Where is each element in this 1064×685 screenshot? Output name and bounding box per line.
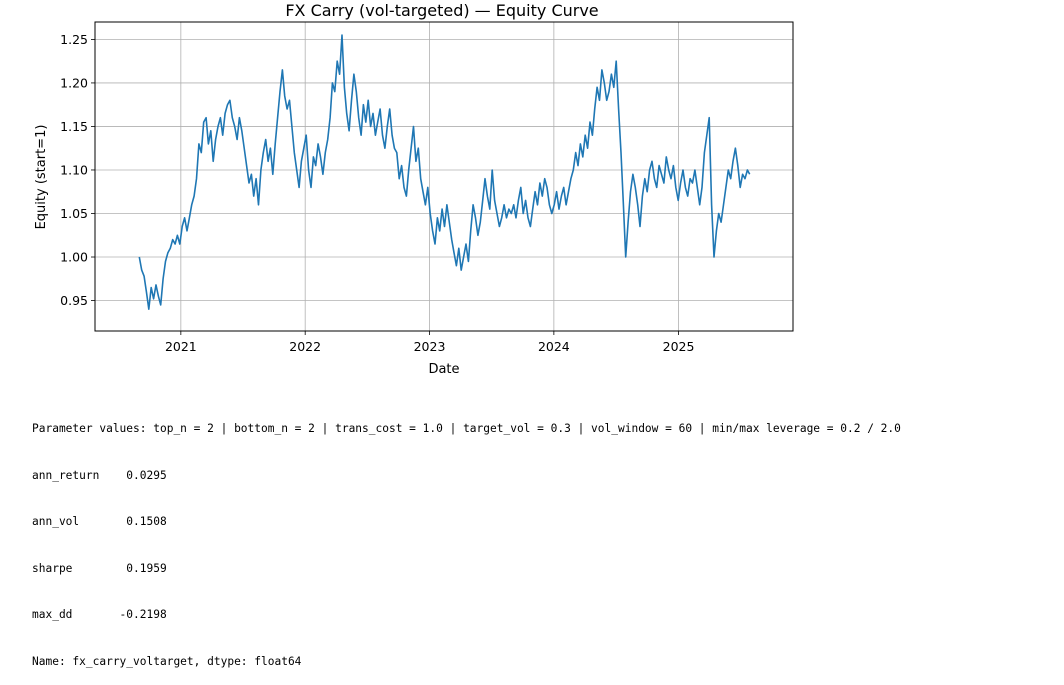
y-tick-label: 1.10 xyxy=(60,162,88,177)
console-output: Parameter values: top_n = 2 | bottom_n =… xyxy=(32,390,901,685)
equity-series-line xyxy=(138,34,751,310)
y-tick-label: 1.25 xyxy=(60,32,88,47)
grid-layer xyxy=(95,22,793,331)
y-tick-label: 1.00 xyxy=(60,250,88,265)
x-tick-label: 2021 xyxy=(165,339,197,354)
chart-title: FX Carry (vol-targeted) — Equity Curve xyxy=(285,1,598,20)
output-max-dd: max_dd -0.2198 xyxy=(32,608,167,621)
output-ann-vol: ann_vol 0.1508 xyxy=(32,515,167,528)
tick-layer: 2021 2022 2023 2024 2025 0.95 1.00 1.05 1.10 1.15… xyxy=(60,32,694,354)
y-tick-label: 1.05 xyxy=(60,206,88,221)
x-tick-label: 2025 xyxy=(663,339,695,354)
y-tick-label: 1.20 xyxy=(60,75,88,90)
x-tick-label: 2022 xyxy=(289,339,321,354)
plot-area-frame xyxy=(94,21,794,332)
equity-curve-chart: FX Carry (vol-targeted) — Equity Curve 2… xyxy=(34,1,794,377)
y-axis-label: Equity (start=1) xyxy=(34,125,49,230)
x-axis-label: Date xyxy=(428,362,459,377)
output-series-name: Name: fx_carry_voltarget, dtype: float64 xyxy=(32,654,302,668)
x-tick-label: 2023 xyxy=(414,339,446,354)
output-ann-return: ann_return 0.0295 xyxy=(32,468,167,482)
output-sharpe: sharpe 0.1959 xyxy=(32,561,167,575)
series-layer xyxy=(138,34,751,310)
y-tick-label: 0.95 xyxy=(60,293,88,308)
x-tick-label: 2024 xyxy=(538,339,570,354)
output-parameter-line: Parameter values: top_n = 2 | bottom_n =… xyxy=(32,422,901,435)
y-tick-label: 1.15 xyxy=(60,119,88,134)
